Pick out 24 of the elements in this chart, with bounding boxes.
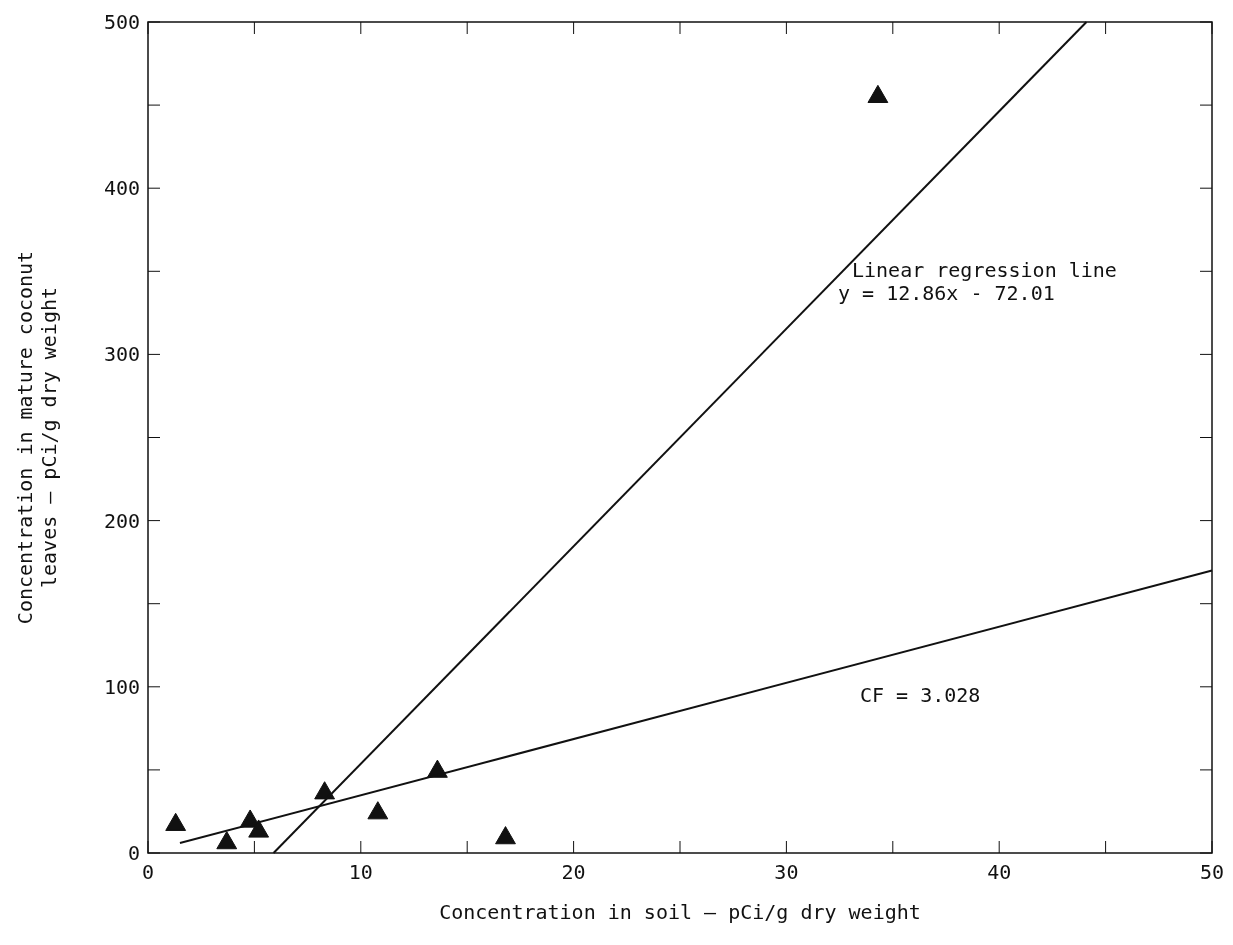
x-tick-label: 40 (987, 860, 1012, 884)
point (216, 831, 238, 850)
annotation: y = 12.86x - 72.01 (838, 281, 1055, 305)
y-tick-label: 400 (103, 176, 140, 201)
annotation: CF = 3.028 (860, 683, 981, 707)
point (367, 801, 389, 820)
y-axis-title: Concentration in mature coconut leaves — pCi/g dry weight (13, 250, 61, 625)
point (314, 781, 336, 800)
y-tick-label: 0 (127, 841, 140, 865)
x-axis-title: Concentration in soil — pCi/g dry weight (439, 900, 921, 924)
x-tick-label: 50 (1199, 860, 1225, 884)
x-tick-label: 20 (561, 860, 586, 884)
point (165, 812, 187, 831)
y-tick-label: 100 (103, 674, 140, 699)
annotation: Linear regression line (852, 258, 1117, 282)
x-tick-label: 30 (774, 860, 799, 884)
x-tick-label: 0 (141, 860, 155, 884)
y-tick-label: 300 (103, 342, 140, 367)
y-tick-label: 200 (103, 508, 140, 533)
point (248, 819, 270, 838)
point (867, 84, 889, 104)
point (495, 826, 516, 845)
y-tick-label: 500 (103, 10, 140, 34)
x-tick-label: 10 (348, 860, 373, 884)
